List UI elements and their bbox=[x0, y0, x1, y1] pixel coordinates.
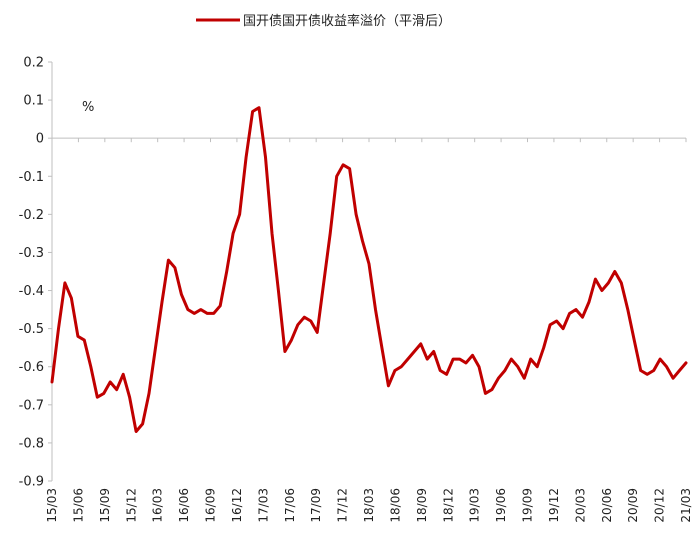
y-tick-label: -0.9 bbox=[19, 475, 44, 490]
x-tick-label: 21/03 bbox=[679, 488, 693, 523]
y-tick-label: -0.4 bbox=[19, 284, 44, 299]
x-tick-label: 16/12 bbox=[230, 488, 244, 523]
y-tick-label: -0.2 bbox=[19, 208, 44, 223]
y-tick-label: -0.5 bbox=[19, 322, 44, 337]
y-tick-label: -0.8 bbox=[19, 436, 44, 451]
x-tick-label: 15/03 bbox=[45, 488, 59, 523]
y-unit-label: % bbox=[82, 100, 94, 115]
legend: 国开债国开债收益率溢价（平滑后） bbox=[196, 13, 451, 29]
x-tick-label: 17/06 bbox=[283, 488, 297, 523]
y-tick-label: -0.1 bbox=[19, 170, 44, 185]
x-tick-label: 15/09 bbox=[98, 488, 112, 523]
y-tick-label: 0.1 bbox=[23, 94, 44, 109]
x-tick-label: 19/12 bbox=[547, 488, 561, 523]
x-tick-label: 18/06 bbox=[388, 488, 402, 523]
y-tick-label: 0.2 bbox=[23, 56, 44, 71]
x-tick-label: 19/06 bbox=[494, 488, 508, 523]
y-tick-labels: 0.2 0.1 0 -0.1 -0.2 -0.3 -0.4 -0.5 -0.6 -0.7 -0.8 -… bbox=[19, 56, 44, 490]
x-tick-label: 20/06 bbox=[600, 488, 614, 523]
x-tick-label: 17/03 bbox=[256, 488, 270, 523]
x-tick-label: 18/12 bbox=[441, 488, 455, 523]
x-tick-labels: 15/03 15/06 15/09 15/12 16/03 16/06 16/09 16/12… bbox=[45, 488, 693, 523]
legend-label: 国开债国开债收益率溢价（平滑后） bbox=[243, 13, 451, 29]
x-tick-label: 18/03 bbox=[362, 488, 376, 523]
series-group bbox=[50, 106, 688, 433]
y-tick-label: -0.6 bbox=[19, 360, 44, 375]
x-tick-label: 20/03 bbox=[573, 488, 587, 523]
x-tick-label: 18/09 bbox=[415, 488, 429, 523]
series-line bbox=[50, 106, 688, 433]
x-tick-label: 17/09 bbox=[309, 488, 323, 523]
y-tick-label: -0.7 bbox=[19, 398, 44, 413]
axes bbox=[48, 61, 687, 482]
x-tick-label: 17/12 bbox=[336, 488, 350, 523]
x-tick-label: 20/09 bbox=[626, 488, 640, 523]
x-tick-label: 16/09 bbox=[204, 488, 218, 523]
x-tick-label: 19/03 bbox=[468, 488, 482, 523]
y-tick-label: -0.3 bbox=[19, 246, 44, 261]
x-tick-label: 16/03 bbox=[151, 488, 165, 523]
x-tick-label: 15/06 bbox=[71, 488, 85, 523]
x-tick-label: 20/12 bbox=[653, 488, 667, 523]
y-tick-label: 0 bbox=[36, 132, 44, 147]
x-tick-label: 19/09 bbox=[521, 488, 535, 523]
x-tick-label: 16/06 bbox=[177, 488, 191, 523]
x-tick-label: 15/12 bbox=[124, 488, 138, 523]
